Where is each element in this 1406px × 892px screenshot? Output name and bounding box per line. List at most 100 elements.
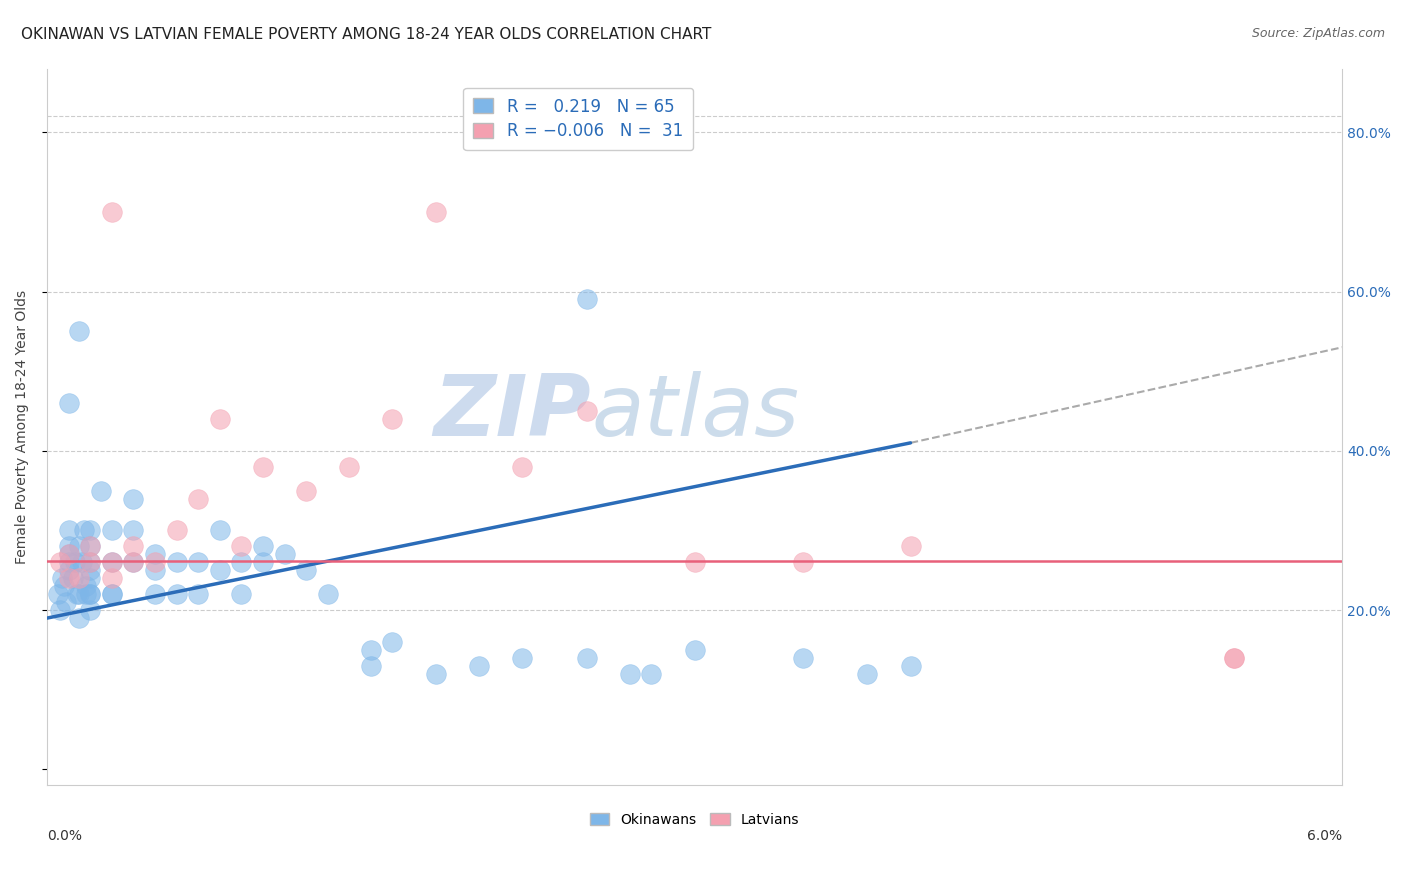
Point (90, 483, 112, 498)
Point (55, 595, 77, 609)
Point (856, 666, 879, 681)
Point (316, 587, 339, 601)
Point (337, 459, 360, 474)
Point (79, 571, 101, 585)
Point (208, 412, 231, 426)
Text: 0.0%: 0.0% (46, 830, 82, 843)
Point (101, 571, 124, 585)
Point (792, 555, 814, 569)
Point (575, 293, 598, 307)
Point (122, 491, 145, 506)
Point (187, 587, 209, 601)
Point (381, 635, 404, 649)
Point (67, 571, 90, 585)
Point (208, 563, 231, 577)
Point (101, 587, 124, 601)
Text: 6.0%: 6.0% (1308, 830, 1343, 843)
Point (58, 547, 80, 561)
Point (166, 555, 188, 569)
Point (79, 563, 101, 577)
Point (900, 540, 922, 554)
Point (101, 587, 124, 601)
Point (67, 324, 90, 338)
Point (53, 579, 76, 593)
Point (49, 603, 72, 617)
Point (58, 555, 80, 569)
Point (51, 571, 73, 585)
Point (295, 483, 318, 498)
Point (231, 555, 253, 569)
Point (381, 412, 404, 426)
Point (468, 658, 491, 673)
Point (67, 540, 90, 554)
Point (58, 396, 80, 410)
Y-axis label: Female Poverty Among 18-24 Year Olds: Female Poverty Among 18-24 Year Olds (15, 290, 30, 564)
Point (79, 555, 101, 569)
Point (122, 524, 145, 538)
Point (46, 587, 69, 601)
Point (683, 555, 706, 569)
Point (143, 547, 166, 561)
Point (75, 579, 97, 593)
Point (122, 555, 145, 569)
Point (101, 205, 124, 219)
Point (143, 563, 166, 577)
Point (79, 587, 101, 601)
Point (101, 524, 124, 538)
Point (101, 555, 124, 569)
Point (166, 524, 188, 538)
Point (425, 205, 447, 219)
Point (79, 540, 101, 554)
Point (510, 651, 533, 665)
Point (619, 666, 641, 681)
Point (79, 524, 101, 538)
Point (70, 555, 93, 569)
Point (1223, 651, 1246, 665)
Point (79, 603, 101, 617)
Point (101, 555, 124, 569)
Point (75, 587, 97, 601)
Point (143, 587, 166, 601)
Point (792, 651, 814, 665)
Point (425, 666, 447, 681)
Point (67, 587, 90, 601)
Text: OKINAWAN VS LATVIAN FEMALE POVERTY AMONG 18-24 YEAR OLDS CORRELATION CHART: OKINAWAN VS LATVIAN FEMALE POVERTY AMONG… (21, 27, 711, 42)
Point (79, 540, 101, 554)
Point (683, 643, 706, 657)
Point (900, 658, 922, 673)
Point (58, 563, 80, 577)
Point (143, 555, 166, 569)
Point (360, 658, 382, 673)
Point (67, 611, 90, 625)
Point (360, 643, 382, 657)
Point (58, 571, 80, 585)
Point (252, 540, 274, 554)
Point (640, 666, 662, 681)
Text: Source: ZipAtlas.com: Source: ZipAtlas.com (1251, 27, 1385, 40)
Point (49, 555, 72, 569)
Point (231, 587, 253, 601)
Point (58, 524, 80, 538)
Legend: Okinawans, Latvians: Okinawans, Latvians (585, 807, 806, 832)
Text: ZIP: ZIP (433, 371, 591, 454)
Point (252, 555, 274, 569)
Point (122, 555, 145, 569)
Point (187, 491, 209, 506)
Point (122, 540, 145, 554)
Point (1223, 651, 1246, 665)
Point (187, 555, 209, 569)
Point (66, 587, 89, 601)
Point (62, 571, 84, 585)
Point (208, 524, 231, 538)
Point (73, 524, 96, 538)
Text: atlas: atlas (591, 371, 799, 454)
Point (510, 459, 533, 474)
Point (231, 540, 253, 554)
Point (63, 555, 86, 569)
Point (273, 547, 295, 561)
Point (58, 540, 80, 554)
Point (575, 404, 598, 418)
Point (166, 587, 188, 601)
Point (252, 459, 274, 474)
Point (79, 555, 101, 569)
